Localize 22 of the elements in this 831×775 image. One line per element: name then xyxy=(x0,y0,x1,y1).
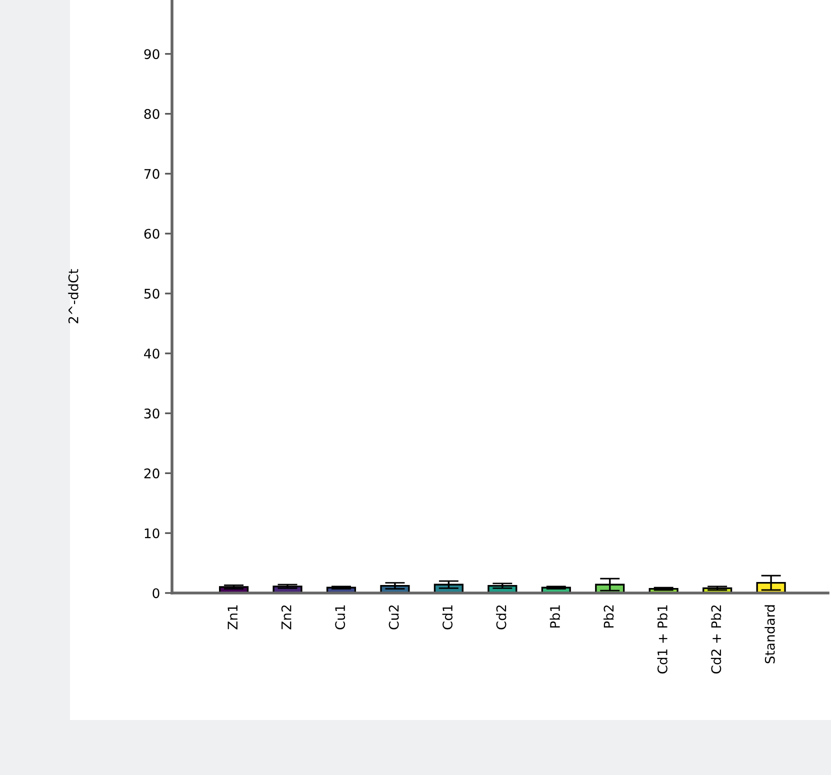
y-tick-label: 50 xyxy=(144,288,160,299)
x-tick-label: Cu1 xyxy=(335,605,346,630)
y-tick-label: 0 xyxy=(152,588,160,598)
y-tick-label: 20 xyxy=(144,468,160,478)
x-tick-label: Pb1 xyxy=(550,605,560,628)
x-tick-label: Zn2 xyxy=(281,605,292,630)
x-tick-label: Zn1 xyxy=(228,605,238,630)
y-tick-label: 30 xyxy=(144,408,160,419)
y-tick-label: 80 xyxy=(144,109,160,120)
y-tick-label: 10 xyxy=(144,528,160,538)
y-tick-label: 40 xyxy=(144,348,160,359)
x-tick-label: Standard xyxy=(764,605,775,664)
y-tick-label: 70 xyxy=(144,168,160,179)
x-tick-label: Pb2 xyxy=(603,605,614,628)
y-tick-label: 60 xyxy=(144,228,160,239)
x-tick-label: Cu2 xyxy=(388,605,399,630)
x-tick-label: Cd2 xyxy=(496,605,506,630)
x-tick-label: Cd1 + Pb1 xyxy=(657,605,668,674)
x-tick-label: Cd1 xyxy=(442,605,453,630)
y-tick-label: 90 xyxy=(144,49,160,60)
y-axis-title: 2^-ddCt xyxy=(68,269,78,324)
x-tick-label: Cd2 + Pb2 xyxy=(710,605,722,674)
